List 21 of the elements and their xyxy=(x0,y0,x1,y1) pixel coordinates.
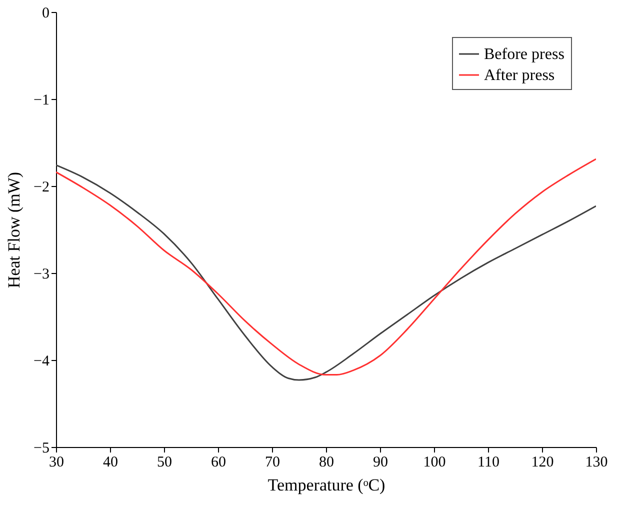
y-tick-label: −4 xyxy=(34,354,50,370)
x-tick-label: 130 xyxy=(585,454,608,470)
y-tick-label: −2 xyxy=(34,180,50,196)
y-axis-title: Heat Flow (mW) xyxy=(4,172,24,288)
x-tick-label: 90 xyxy=(373,454,388,470)
x-tick-label: 30 xyxy=(49,454,64,470)
y-tick-label: −3 xyxy=(34,266,50,282)
x-tick-label: 80 xyxy=(319,454,334,470)
x-tick-label: 50 xyxy=(157,454,172,470)
x-tick-label: 110 xyxy=(478,454,500,470)
y-tick-label: 0 xyxy=(42,6,50,22)
x-tick-label: 70 xyxy=(265,454,280,470)
x-tick-label: 100 xyxy=(423,454,446,470)
y-tick-label: −1 xyxy=(34,92,50,108)
legend-label: After press xyxy=(484,67,555,84)
y-tick-label: −5 xyxy=(34,440,50,456)
x-tick-label: 120 xyxy=(531,454,554,470)
x-axis-title: Temperature (ᵒC) xyxy=(268,476,386,494)
legend-label: Before press xyxy=(484,46,564,63)
x-tick-label: 60 xyxy=(211,454,226,470)
x-tick-label: 40 xyxy=(103,454,118,470)
